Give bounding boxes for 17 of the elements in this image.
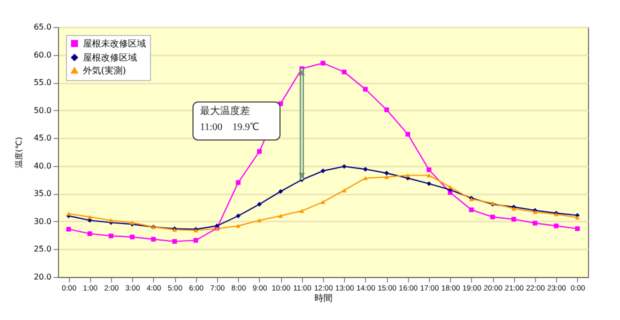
legend-label: 屋根未改修区域 bbox=[83, 38, 146, 50]
y-tick-label: 60.0 bbox=[34, 50, 52, 60]
legend-label: 屋根改修区域 bbox=[83, 52, 137, 64]
y-tick-label: 65.0 bbox=[34, 22, 52, 32]
y-tick-label: 45.0 bbox=[34, 134, 52, 143]
legend-label: 外気(実測) bbox=[83, 66, 126, 76]
y-tick-label: 30.0 bbox=[34, 216, 52, 226]
y-tick-label: 20.0 bbox=[34, 272, 52, 282]
y-tick-label: 25.0 bbox=[34, 244, 52, 254]
y-tick-label: 50.0 bbox=[34, 106, 52, 115]
y-tick-label: 40.0 bbox=[34, 161, 52, 170]
y-axis-title: 温度(℃) bbox=[14, 136, 24, 168]
x-axis-title: 時間 bbox=[314, 293, 332, 304]
y-tick-label: 35.0 bbox=[34, 189, 52, 198]
y-tick-label: 55.0 bbox=[34, 78, 52, 88]
annotation: 最大温度差 bbox=[200, 105, 250, 117]
annotation: 11:00 19.9℃ bbox=[200, 122, 259, 133]
